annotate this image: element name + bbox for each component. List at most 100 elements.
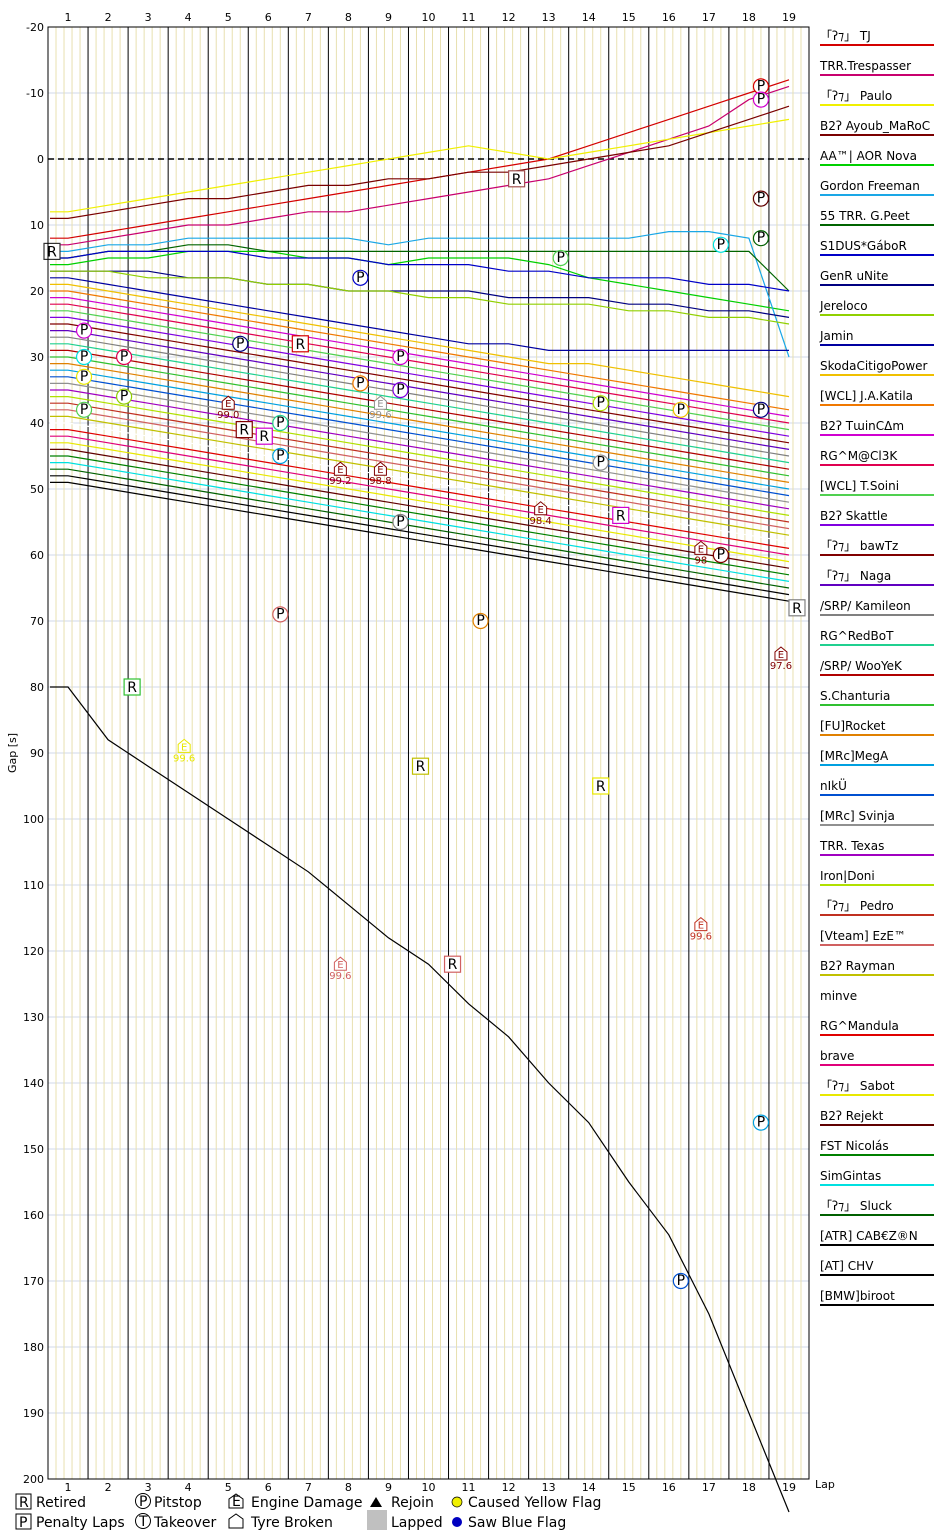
pitstop-marker-glyph: P — [556, 250, 564, 266]
legend-entry-label: minve — [820, 989, 857, 1003]
series-line — [50, 336, 790, 457]
engine-damage-marker — [177, 738, 191, 753]
series-line — [50, 250, 790, 312]
blue-flag-key-icon — [452, 1517, 462, 1527]
series-line — [50, 389, 790, 510]
legend-entry-label: [Vteam] EzE™ — [820, 929, 906, 943]
series-line — [50, 330, 790, 450]
legend-entry-label: S.Chanturia — [820, 689, 890, 703]
x-tick-label-bottom: 6 — [265, 1481, 272, 1494]
y-tick-label: 120 — [23, 945, 44, 958]
series-line — [50, 396, 790, 516]
x-tick-label-top: 4 — [185, 11, 192, 24]
retired-marker — [255, 427, 273, 445]
pitstop-marker-glyph: P — [757, 78, 765, 94]
x-tick-label-top: 5 — [225, 11, 232, 24]
legend-entry-label: RG^RedBoT — [820, 629, 894, 643]
pitstop-marker — [272, 606, 289, 623]
legend-entry-label: 「ʔ⁊」 Sabot — [820, 1079, 895, 1093]
legend-entry-label: 「ʔ⁊」 Sluck — [820, 1199, 892, 1213]
y-tick-label: 160 — [23, 1209, 44, 1222]
x-tick-label-top: 9 — [385, 11, 392, 24]
retired-marker — [291, 335, 309, 353]
engine-damage-value: 99.2 — [329, 476, 351, 487]
x-tick-label-bottom: 1 — [65, 1481, 72, 1494]
series-line — [50, 376, 790, 497]
legend-entry-label: Iron|Doni — [820, 869, 875, 883]
legend-entry-label: /SRP/ WooYeK — [820, 659, 903, 673]
legend-entry-label: SkodaCitigoPower — [820, 359, 928, 373]
pitstop-marker — [75, 368, 93, 385]
pitstop-marker-glyph: P — [356, 270, 364, 286]
pitstop-marker — [75, 348, 93, 366]
engine-damage-marker — [333, 956, 347, 971]
retired-marker-glyph: R — [512, 172, 522, 188]
pitstop-marker — [272, 414, 289, 432]
pitstop-marker-glyph: P — [80, 369, 88, 385]
blue-flag-key-label: Saw Blue Flag — [468, 1515, 566, 1531]
engine-damage-glyph: E — [225, 399, 231, 410]
engine-damage-marker — [373, 461, 387, 476]
retired-marker — [612, 506, 630, 524]
x-tick-label-bottom: 16 — [662, 1481, 676, 1494]
x-tick-label-bottom: 14 — [582, 1481, 596, 1494]
engine-damage-marker — [333, 461, 347, 476]
series-lines — [50, 79, 790, 1513]
engine-damage-glyph: E — [778, 650, 784, 661]
pitstop-marker — [752, 91, 770, 108]
pitstop-marker-glyph: P — [677, 1273, 685, 1289]
legend-entry-label: FST Nicolás — [820, 1139, 889, 1153]
pitstop-marker-glyph: P — [596, 395, 604, 411]
series-line — [50, 277, 789, 351]
x-tick-label-bottom: 10 — [422, 1481, 436, 1494]
x-tick-label-bottom: 19 — [782, 1481, 796, 1494]
engine-damage-marker — [221, 395, 235, 410]
legend-entry-label: B2ʔ TɯinCΔm — [820, 419, 904, 433]
pitstop-marker — [552, 249, 569, 267]
takeover-key-label: Takeover — [153, 1515, 216, 1531]
series-line — [50, 250, 790, 292]
engine-damage-value: 99.6 — [369, 410, 391, 421]
series-line — [50, 356, 790, 477]
series-line — [50, 323, 790, 444]
pitstop-marker-glyph: P — [677, 402, 685, 418]
series-line — [50, 481, 790, 602]
pitstop-marker — [115, 348, 133, 366]
pitstop-marker — [592, 395, 609, 412]
y-tick-label: 100 — [23, 813, 44, 826]
series-line — [50, 448, 790, 569]
y-tick-label: -10 — [26, 87, 44, 100]
y-axis-label: Gap [s] — [6, 733, 19, 773]
legend-entry-label: 「ʔ⁊」 bawTz — [820, 539, 898, 553]
pitstop-marker — [472, 612, 489, 630]
pitstop-key-label: Pitstop — [154, 1495, 202, 1511]
legend-entry-label: 「ʔ⁊」 Naga — [820, 569, 891, 583]
pitstop-marker-glyph: P — [120, 389, 128, 405]
pitstop-marker — [352, 375, 369, 392]
series-line — [50, 283, 790, 398]
legend-entry-label: TRR. Texas — [819, 839, 884, 853]
x-tick-label-top: 13 — [542, 11, 556, 24]
retired-marker — [123, 678, 141, 696]
series-line — [50, 435, 790, 556]
legend-entry-label: B2ʔ Rayman — [820, 959, 895, 973]
retired-marker-glyph: R — [127, 680, 137, 696]
series-line — [50, 290, 790, 411]
pitstop-marker — [712, 236, 729, 253]
y-tick-label: 0 — [37, 153, 44, 166]
engine-damage-glyph: E — [337, 465, 343, 476]
series-line — [50, 422, 790, 543]
pitstop-marker-glyph: P — [236, 336, 244, 352]
series-line — [50, 118, 790, 213]
retired-marker-glyph: R — [295, 337, 305, 353]
legend-entry-label: [WCL] T.Soini — [820, 479, 899, 493]
pitstop-marker-glyph: P — [276, 448, 284, 464]
pitstop-marker — [752, 190, 770, 207]
legend-entry-label: B2ʔ Rejekt — [820, 1109, 884, 1123]
series-line — [50, 105, 790, 219]
takeover-key-glyph: T — [138, 1514, 148, 1530]
y-tick-label: 200 — [23, 1473, 44, 1486]
plot-frame — [47, 26, 810, 1480]
axis-ticks: 1122334455667788991010111112121313141415… — [23, 11, 796, 1494]
pitstop-marker — [232, 335, 249, 352]
